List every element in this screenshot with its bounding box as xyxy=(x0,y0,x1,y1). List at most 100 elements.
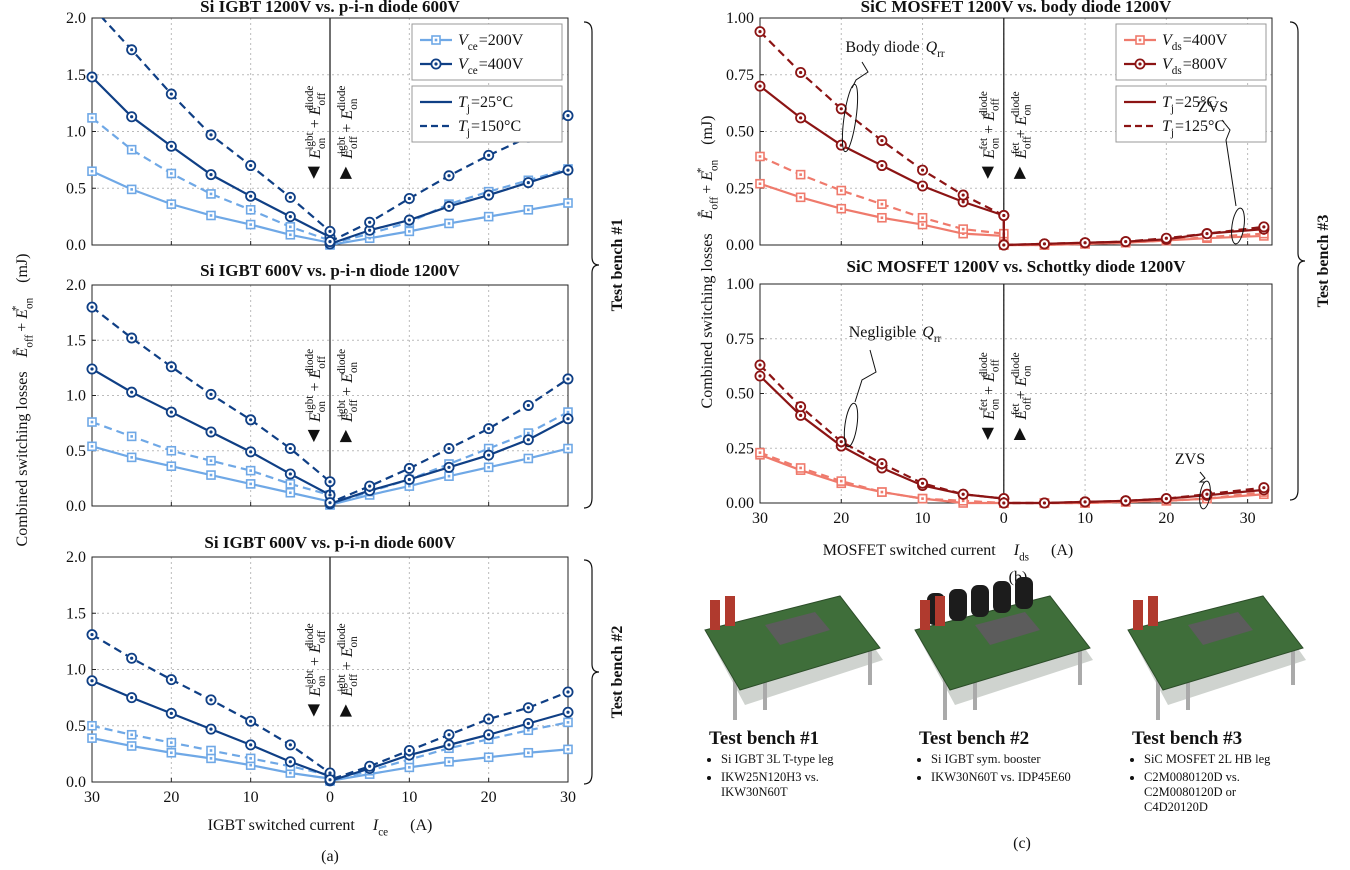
marker-dot xyxy=(1042,242,1047,246)
data-point xyxy=(86,629,98,641)
text-part: + xyxy=(699,185,716,194)
annotation-pointer xyxy=(1221,119,1237,207)
data-point xyxy=(364,480,376,492)
data-point xyxy=(165,406,177,418)
data-point xyxy=(917,180,929,192)
marker-dot xyxy=(799,196,802,199)
marker-dot xyxy=(249,469,252,472)
text-part: =400V xyxy=(1183,32,1228,49)
marker-dot xyxy=(169,678,173,682)
data-point xyxy=(483,211,494,222)
marker-dot xyxy=(961,492,965,496)
bench-bullet: IKW30N60T vs. IDP45E60 xyxy=(931,770,1081,785)
symbol: E xyxy=(981,410,998,421)
annotation-ellipse xyxy=(1231,207,1245,245)
marker-dot xyxy=(90,5,93,8)
bench-description: Test bench #2 Si IGBT sym. booster IKW30N6… xyxy=(919,728,1119,788)
marker-dot xyxy=(961,227,965,231)
data-point xyxy=(444,218,454,229)
y-tick-label: 0.50 xyxy=(726,124,754,141)
text-part: =25°C xyxy=(1175,94,1217,111)
superscript: * xyxy=(695,167,707,173)
marker-dot xyxy=(1262,225,1266,229)
bench-description: Test bench #3 SiC MOSFET 2L HB leg C2M0080… xyxy=(1132,728,1332,818)
data-point xyxy=(443,200,455,212)
data-point xyxy=(205,694,217,706)
marker-dot xyxy=(1002,243,1006,247)
data-point xyxy=(86,675,98,687)
marker-dot xyxy=(288,472,292,476)
subscript: j xyxy=(466,103,470,115)
marker-dot xyxy=(1138,62,1142,66)
data-point xyxy=(86,71,98,83)
symbol: T xyxy=(1162,118,1172,135)
y-tick-label: 0.0 xyxy=(66,774,86,791)
symbol: E xyxy=(14,347,31,358)
marker-dot xyxy=(209,757,213,760)
marker-dot xyxy=(209,214,213,217)
y-tick-label: 1.0 xyxy=(66,662,86,679)
x-axis-label: IGBT switched current Ice (A) xyxy=(208,817,433,838)
marker-dot xyxy=(839,143,843,147)
legend-marker xyxy=(1135,35,1145,45)
y-tick-label: 0.5 xyxy=(66,443,86,460)
data-point xyxy=(126,741,137,751)
symbol: Q xyxy=(922,324,934,341)
data-point xyxy=(523,747,534,758)
y-tick-label: 2.0 xyxy=(66,277,86,294)
marker-dot xyxy=(920,481,925,485)
annotation-ellipse xyxy=(1199,480,1211,510)
text-part: (mJ) xyxy=(699,116,716,145)
note-arrow: ◀ xyxy=(305,166,322,179)
marker-dot xyxy=(1124,499,1128,503)
data-point xyxy=(324,225,336,237)
marker-dot xyxy=(758,374,762,378)
marker-dot xyxy=(90,724,94,728)
subscript: j xyxy=(1170,103,1174,115)
subscript: on xyxy=(316,137,328,149)
marker-dot xyxy=(169,365,173,369)
data-point xyxy=(87,441,97,452)
subscript: on xyxy=(708,159,720,171)
marker-dot xyxy=(408,230,411,233)
bench-label: Test bench #2 xyxy=(609,626,626,719)
data-point xyxy=(1079,237,1091,249)
y-tick-label: 0.75 xyxy=(726,67,754,84)
y-tick-label: 0.5 xyxy=(66,180,86,197)
capacitor xyxy=(971,585,989,617)
marker-dot xyxy=(487,717,491,721)
y-tick-label: 0.0 xyxy=(66,498,86,515)
marker-dot xyxy=(249,743,253,747)
bracket xyxy=(1289,21,1306,501)
symbol: V xyxy=(458,32,470,49)
bracket xyxy=(583,559,600,785)
marker-dot xyxy=(170,449,173,453)
marker-dot xyxy=(209,173,213,177)
marker-dot xyxy=(487,215,490,218)
data-point xyxy=(87,2,96,11)
subscript: j xyxy=(466,127,470,139)
capacitor xyxy=(993,581,1011,613)
data-point xyxy=(562,706,574,718)
marker-dot xyxy=(328,480,332,484)
marker-dot xyxy=(758,84,762,88)
data-point xyxy=(1079,496,1091,508)
superscript: diode xyxy=(1010,91,1022,116)
data-point xyxy=(755,151,765,162)
marker-dot xyxy=(289,771,292,775)
note: Eonfet + Eoffdiode xyxy=(978,91,1002,160)
marker-dot xyxy=(288,760,292,764)
data-point xyxy=(285,487,296,498)
symbol: I xyxy=(372,817,379,834)
note: Eonigbt + Eoffdiode xyxy=(304,623,328,697)
data-point xyxy=(444,756,454,767)
marker-dot xyxy=(249,163,253,168)
annotation: ZVS xyxy=(1198,99,1228,116)
bench-label: Test bench #3 xyxy=(1315,215,1332,308)
marker-dot xyxy=(526,721,530,726)
data-point xyxy=(87,166,97,177)
data-point xyxy=(1160,493,1172,505)
marker-dot xyxy=(209,392,213,396)
marker-dot xyxy=(447,446,451,451)
